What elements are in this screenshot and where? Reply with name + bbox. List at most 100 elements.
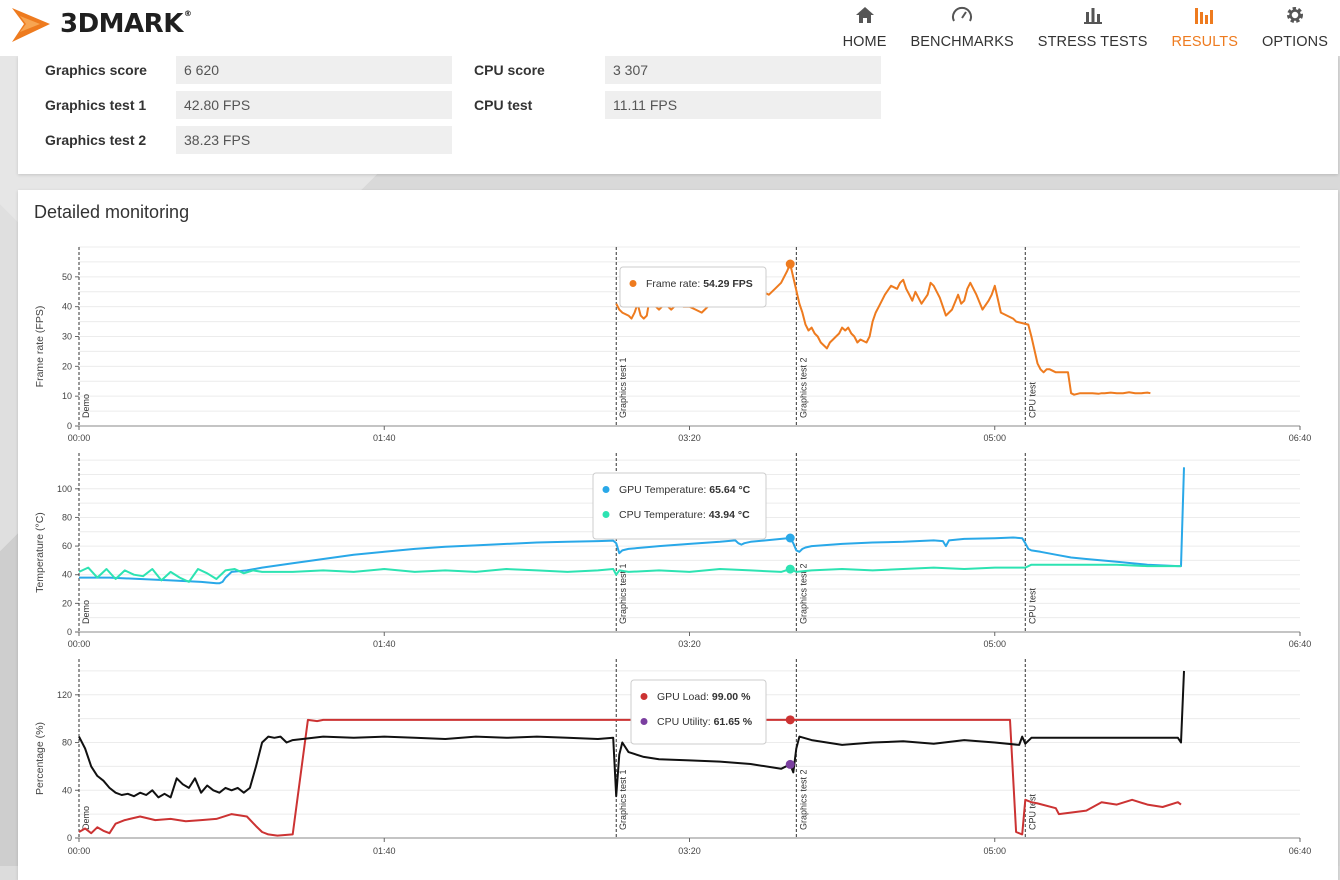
y-tick-label: 0 xyxy=(67,627,72,637)
monitoring-title: Detailed monitoring xyxy=(34,202,190,222)
tooltip-box xyxy=(619,266,767,308)
score-summary-panel: Graphics score 6 620 Graphics test 1 42.… xyxy=(18,56,1338,174)
graphics-score-value: 6 620 xyxy=(176,56,452,84)
hover-point xyxy=(785,259,795,269)
nav-benchmarks[interactable]: BENCHMARKS xyxy=(910,0,1014,56)
x-tick-label: 03:20 xyxy=(678,433,701,443)
brand-logo[interactable]: 3DMARK® xyxy=(10,2,220,46)
home-icon xyxy=(855,4,875,26)
tooltip-value: 65.64 °C xyxy=(709,484,750,496)
tooltip-swatch xyxy=(640,718,648,725)
y-tick-label: 50 xyxy=(62,272,72,282)
series-line-cpu-temperature xyxy=(78,563,1181,583)
tooltip-box xyxy=(592,472,767,540)
tooltip-text: GPU Load: 99.00 % xyxy=(657,691,751,703)
nav-options[interactable]: OPTIONS xyxy=(1262,0,1328,56)
y-tick-label: 20 xyxy=(62,361,72,371)
y-tick-label: 100 xyxy=(57,484,72,494)
x-tick-label: 00:00 xyxy=(68,433,91,443)
y-axis-label: Percentage (%) xyxy=(34,722,46,795)
y-tick-label: 40 xyxy=(62,570,72,580)
x-tick-label: 06:40 xyxy=(1289,639,1312,649)
bar-chart-icon xyxy=(1083,4,1103,26)
tooltip-swatch xyxy=(602,486,610,493)
tooltip-text: Frame rate: 54.29 FPS xyxy=(646,278,753,290)
y-tick-label: 120 xyxy=(57,690,72,700)
test-marker-label: CPU test xyxy=(1027,381,1037,418)
x-tick-label: 01:40 xyxy=(373,433,396,443)
chart-tooltip: GPU Temperature: 65.64 °C CPU Temperature… xyxy=(592,472,767,540)
tooltip-value: 54.29 FPS xyxy=(703,278,753,290)
y-tick-label: 80 xyxy=(62,738,72,748)
y-axis-label: Frame rate (FPS) xyxy=(34,306,46,388)
y-axis-label: Temperature (°C) xyxy=(34,512,46,593)
test-marker-label: Graphics test 1 xyxy=(618,769,628,830)
graphics-test-1-value: 42.80 FPS xyxy=(176,91,452,119)
graphics-test-2-label: Graphics test 2 xyxy=(45,132,147,148)
test-marker-label: Graphics test 2 xyxy=(798,769,808,830)
tooltip-swatch xyxy=(602,511,610,518)
test-marker-label: CPU test xyxy=(1027,793,1037,830)
cpu-test-value: 11.11 FPS xyxy=(605,91,881,119)
chart-2: 0 20 40 60 80 100 00:00 01:40 03:20 05:00 06:40 Tem… xyxy=(34,453,1311,649)
test-marker-label: Graphics test 2 xyxy=(798,563,808,624)
gauge-icon xyxy=(951,4,973,26)
chart-tooltip: Frame rate: 54.29 FPS xyxy=(619,266,767,308)
hover-point xyxy=(785,564,795,574)
x-tick-label: 05:00 xyxy=(983,846,1006,856)
hover-point xyxy=(785,715,795,725)
graphics-test-2-value: 38.23 FPS xyxy=(176,126,452,154)
tooltip-value: 99.00 % xyxy=(712,691,751,703)
test-marker-label: Demo xyxy=(81,600,91,624)
y-tick-label: 30 xyxy=(62,332,72,342)
tooltip-value: 61.65 % xyxy=(714,716,753,728)
cpu-score-value: 3 307 xyxy=(605,56,881,84)
tooltip-box xyxy=(630,679,767,745)
tooltip-value: 43.94 °C xyxy=(709,509,750,521)
x-tick-label: 00:00 xyxy=(68,639,91,649)
graphics-score-label: Graphics score xyxy=(45,62,147,78)
x-tick-label: 03:20 xyxy=(678,639,701,649)
brand-name: 3DMARK® xyxy=(60,9,192,39)
y-tick-label: 60 xyxy=(62,541,72,551)
x-tick-label: 03:20 xyxy=(678,846,701,856)
3dmark-logo-icon xyxy=(12,8,50,42)
test-marker-label: Demo xyxy=(81,394,91,418)
tooltip-text: GPU Temperature: 65.64 °C xyxy=(619,484,751,496)
x-tick-label: 05:00 xyxy=(983,639,1006,649)
cpu-score-label: CPU score xyxy=(474,62,545,78)
nav-stress-tests[interactable]: STRESS TESTS xyxy=(1038,0,1148,56)
test-marker-label: Demo xyxy=(81,806,91,830)
nav-home-label: HOME xyxy=(842,34,887,50)
top-navigation-bar: 3DMARK® HOME BENCHMARKS STRESS TESTS RES… xyxy=(0,0,1340,56)
gear-icon xyxy=(1285,4,1305,26)
nav-results-label: RESULTS xyxy=(1171,34,1239,50)
graphics-test-1-label: Graphics test 1 xyxy=(45,97,147,113)
test-marker-label: Graphics test 1 xyxy=(618,563,628,624)
test-marker-label: CPU test xyxy=(1027,587,1037,624)
main-nav: HOME BENCHMARKS STRESS TESTS RESULTS OPT… xyxy=(831,0,1340,56)
x-tick-label: 06:40 xyxy=(1289,433,1312,443)
tooltip-text: CPU Utility: 61.65 % xyxy=(657,716,753,728)
chart-1: 0 10 20 30 40 50 00:00 01:40 03:20 05:00 06:40 Fram… xyxy=(34,246,1312,443)
nav-results[interactable]: RESULTS xyxy=(1172,0,1239,56)
tooltip-label: CPU Temperature: xyxy=(619,509,709,521)
y-tick-label: 40 xyxy=(62,302,72,312)
y-tick-label: 10 xyxy=(62,391,72,401)
x-tick-label: 01:40 xyxy=(373,846,396,856)
series-line-gpu-temperature xyxy=(79,467,1185,585)
tooltip-swatch xyxy=(640,693,648,700)
x-tick-label: 00:00 xyxy=(68,846,91,856)
y-tick-label: 40 xyxy=(62,785,72,795)
x-tick-label: 05:00 xyxy=(983,433,1006,443)
nav-home[interactable]: HOME xyxy=(843,0,887,56)
tooltip-label: CPU Utility: xyxy=(657,716,714,728)
tooltip-swatch xyxy=(629,280,637,287)
cpu-test-label: CPU test xyxy=(474,97,533,113)
tooltip-label: Frame rate: xyxy=(646,278,703,290)
tooltip-label: GPU Temperature: xyxy=(619,484,709,496)
test-marker-label: Graphics test 2 xyxy=(798,357,808,418)
tooltip-text: CPU Temperature: 43.94 °C xyxy=(619,509,750,521)
y-tick-label: 0 xyxy=(67,833,72,843)
